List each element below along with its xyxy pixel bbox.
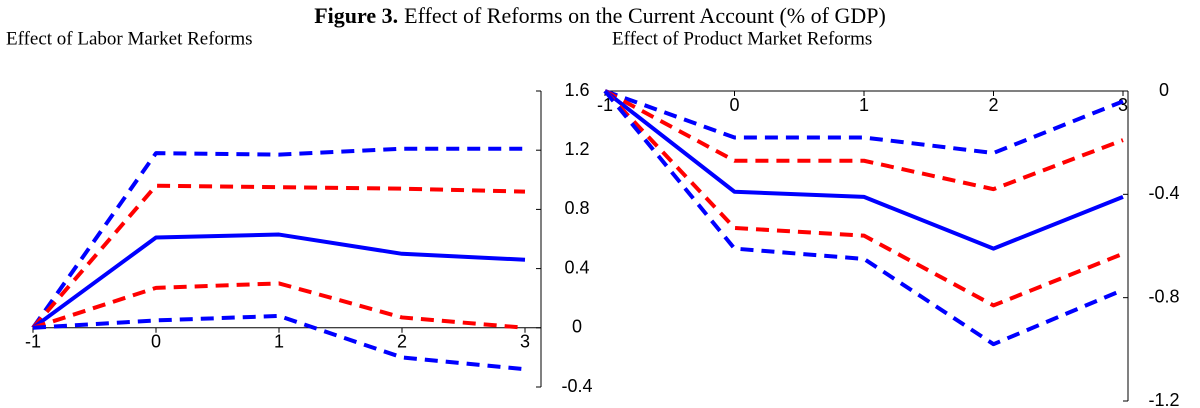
y-tick-label: -0.4 bbox=[561, 376, 592, 396]
x-tick-label: -1 bbox=[597, 95, 613, 115]
y-tick-label: 1.2 bbox=[564, 139, 589, 159]
figure-title-text: Effect of Reforms on the Current Account… bbox=[404, 3, 886, 28]
chart-title: Effect of Product Market Reforms bbox=[612, 28, 872, 49]
y-tick-label: 0.4 bbox=[564, 257, 589, 277]
x-tick-label: 0 bbox=[151, 332, 161, 352]
figure-label: Figure 3. bbox=[314, 3, 398, 28]
series-line bbox=[603, 89, 1124, 308]
series-line bbox=[32, 281, 526, 330]
x-tick-label: 0 bbox=[729, 95, 739, 115]
series-line bbox=[31, 183, 526, 330]
series-line bbox=[604, 89, 1124, 155]
x-tick-label: 2 bbox=[988, 95, 998, 115]
series-line bbox=[31, 146, 525, 329]
figure-title: Figure 3. Effect of Reforms on the Curren… bbox=[314, 3, 886, 28]
y-tick-label: 0.8 bbox=[564, 198, 589, 218]
x-tick-label: -1 bbox=[25, 332, 41, 352]
x-tick-label: 3 bbox=[1118, 95, 1128, 115]
series-line bbox=[603, 89, 1124, 251]
y-tick-label: 0 bbox=[1159, 80, 1169, 100]
y-tick-label: -0.4 bbox=[1148, 183, 1179, 203]
y-tick-label: -1.2 bbox=[1148, 390, 1179, 408]
chart-title: Effect of Labor Market Reforms bbox=[6, 28, 253, 49]
y-tick-label: 0 bbox=[572, 317, 582, 337]
series-line bbox=[31, 232, 526, 330]
x-tick-label: 1 bbox=[859, 95, 869, 115]
x-tick-label: 2 bbox=[397, 332, 407, 352]
y-tick-label: 1.6 bbox=[564, 80, 589, 100]
x-tick-label: 3 bbox=[520, 332, 530, 352]
x-tick-label: 1 bbox=[274, 332, 284, 352]
series-line bbox=[604, 89, 1124, 192]
y-tick-label: -0.8 bbox=[1148, 286, 1179, 306]
series-line bbox=[603, 89, 1124, 347]
